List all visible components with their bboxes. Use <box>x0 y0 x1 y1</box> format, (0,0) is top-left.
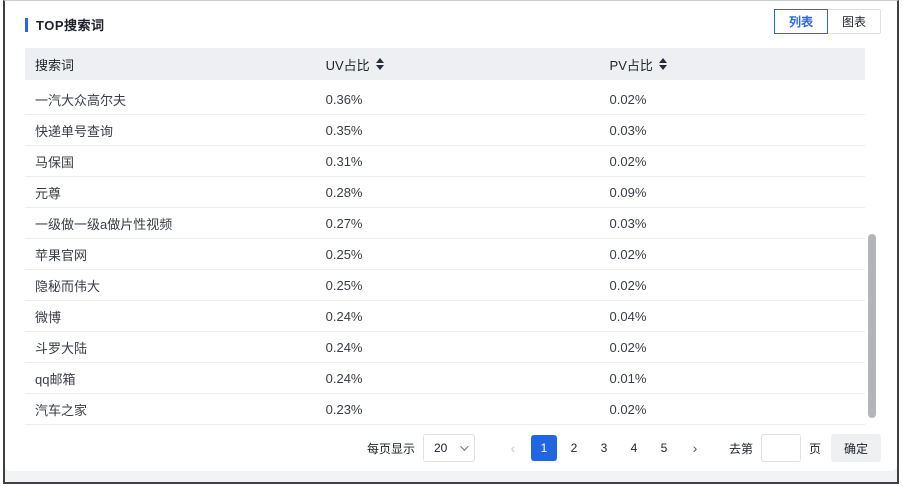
column-label: UV占比 <box>325 57 370 73</box>
cell-search-term: 苹果官网 <box>35 247 88 263</box>
cell-search-term: 微博 <box>35 309 62 325</box>
scrollbar-track[interactable] <box>867 84 877 425</box>
cell-search-term: qq邮箱 <box>35 371 76 387</box>
cell-uv-ratio: 0.24% <box>325 370 363 386</box>
cell-pv-ratio: 0.02% <box>609 339 647 355</box>
cell-search-term: 元尊 <box>35 185 62 201</box>
goto-page-input[interactable] <box>760 434 801 462</box>
page-size-select[interactable]: 20 <box>422 434 475 462</box>
table-body: 一汽大众高尔夫 0.36% 0.02% 快递单号查询 0.35% 0.03% 马… <box>25 84 877 425</box>
title-accent-bar <box>25 17 28 32</box>
table-row: qq邮箱 0.24% 0.01% <box>25 363 865 394</box>
chevron-down-icon <box>460 442 469 451</box>
table-row: 快递单号查询 0.35% 0.03% <box>25 115 865 146</box>
cell-search-term: 一级做一级a做片性视频 <box>35 216 173 232</box>
cell-pv-ratio: 0.01% <box>609 370 647 386</box>
top-search-terms-panel: TOP搜索词 列表 图表 搜索词 UV占比 <box>5 1 897 471</box>
cell-uv-ratio: 0.25% <box>325 246 363 262</box>
view-switch-button[interactable]: 图表 <box>826 9 881 34</box>
cell-search-term: 隐秘而伟大 <box>35 278 101 294</box>
table-column-header[interactable]: UV占比 <box>316 55 600 74</box>
cell-uv-ratio: 0.28% <box>325 184 363 200</box>
table-row: 斗罗大陆 0.24% 0.02% <box>25 332 865 363</box>
cell-search-term: 快递单号查询 <box>35 123 114 139</box>
window-frame: TOP搜索词 列表 图表 搜索词 UV占比 <box>3 0 899 484</box>
confirm-button[interactable]: 确定 <box>830 434 881 462</box>
cell-uv-ratio: 0.23% <box>325 401 363 417</box>
cell-pv-ratio: 0.09% <box>609 184 647 200</box>
cell-uv-ratio: 0.36% <box>325 91 363 107</box>
page-number-button[interactable]: 4 <box>630 441 638 455</box>
page-size-value: 20 <box>433 441 448 455</box>
table-header-row: 搜索词 UV占比 PV占比 <box>25 48 865 80</box>
page-number-button[interactable]: 5 <box>660 441 668 455</box>
goto-page-group: 去第 页 确定 <box>729 434 881 462</box>
panel-header: TOP搜索词 列表 图表 <box>5 1 897 48</box>
page-number-button[interactable]: 3 <box>600 441 608 455</box>
cell-pv-ratio: 0.03% <box>609 215 647 231</box>
view-switch-group: 列表 图表 <box>773 9 881 34</box>
cell-search-term: 马保国 <box>35 154 75 170</box>
table-row: 元尊 0.28% 0.09% <box>25 177 865 208</box>
goto-prefix-label: 去第 <box>728 441 753 456</box>
table-column-header[interactable]: PV占比 <box>600 55 865 74</box>
view-switch-button[interactable]: 列表 <box>773 9 828 34</box>
table-row: 苹果官网 0.25% 0.02% <box>25 239 865 270</box>
table-column-header[interactable]: 搜索词 <box>25 55 316 74</box>
cell-pv-ratio: 0.02% <box>609 246 647 262</box>
table-row: 汽车之家 0.23% 0.02% <box>25 394 865 425</box>
prev-page-icon[interactable]: ‹ <box>510 440 516 456</box>
table-row: 微博 0.24% 0.04% <box>25 301 865 332</box>
table-row: 一汽大众高尔夫 0.36% 0.02% <box>25 84 865 115</box>
cell-uv-ratio: 0.24% <box>325 339 363 355</box>
table-row: 一级做一级a做片性视频 0.27% 0.03% <box>25 208 865 239</box>
page-number-button[interactable]: 2 <box>570 441 578 455</box>
cell-pv-ratio: 0.02% <box>609 153 647 169</box>
cell-search-term: 一汽大众高尔夫 <box>35 92 127 108</box>
cell-uv-ratio: 0.35% <box>325 122 363 138</box>
table-row: 马保国 0.31% 0.02% <box>25 146 865 177</box>
cell-pv-ratio: 0.02% <box>609 401 647 417</box>
search-terms-table: 搜索词 UV占比 PV占比 <box>25 48 877 425</box>
page-number-button[interactable]: 1 <box>530 435 557 461</box>
page-size-label: 每页显示 <box>366 441 415 456</box>
table-row: 隐秘而伟大 0.25% 0.02% <box>25 270 865 301</box>
column-label: PV占比 <box>609 57 653 73</box>
cell-pv-ratio: 0.02% <box>609 277 647 293</box>
cell-search-term: 汽车之家 <box>35 402 88 418</box>
cell-uv-ratio: 0.25% <box>325 277 363 293</box>
panel-title-wrap: TOP搜索词 <box>25 15 774 34</box>
scrollbar-thumb[interactable] <box>868 234 876 418</box>
panel-title: TOP搜索词 <box>36 18 105 33</box>
cell-uv-ratio: 0.31% <box>325 153 363 169</box>
column-label: 搜索词 <box>35 57 75 73</box>
cell-uv-ratio: 0.24% <box>325 308 363 324</box>
cell-pv-ratio: 0.03% <box>609 122 647 138</box>
cell-search-term: 斗罗大陆 <box>35 340 88 356</box>
sort-icon[interactable] <box>375 58 384 70</box>
cell-pv-ratio: 0.02% <box>609 91 647 107</box>
next-page-icon[interactable]: › <box>692 440 698 456</box>
cell-pv-ratio: 0.04% <box>609 308 647 324</box>
sort-icon[interactable] <box>658 58 667 70</box>
cell-uv-ratio: 0.27% <box>325 215 363 231</box>
goto-suffix-label: 页 <box>808 441 821 456</box>
